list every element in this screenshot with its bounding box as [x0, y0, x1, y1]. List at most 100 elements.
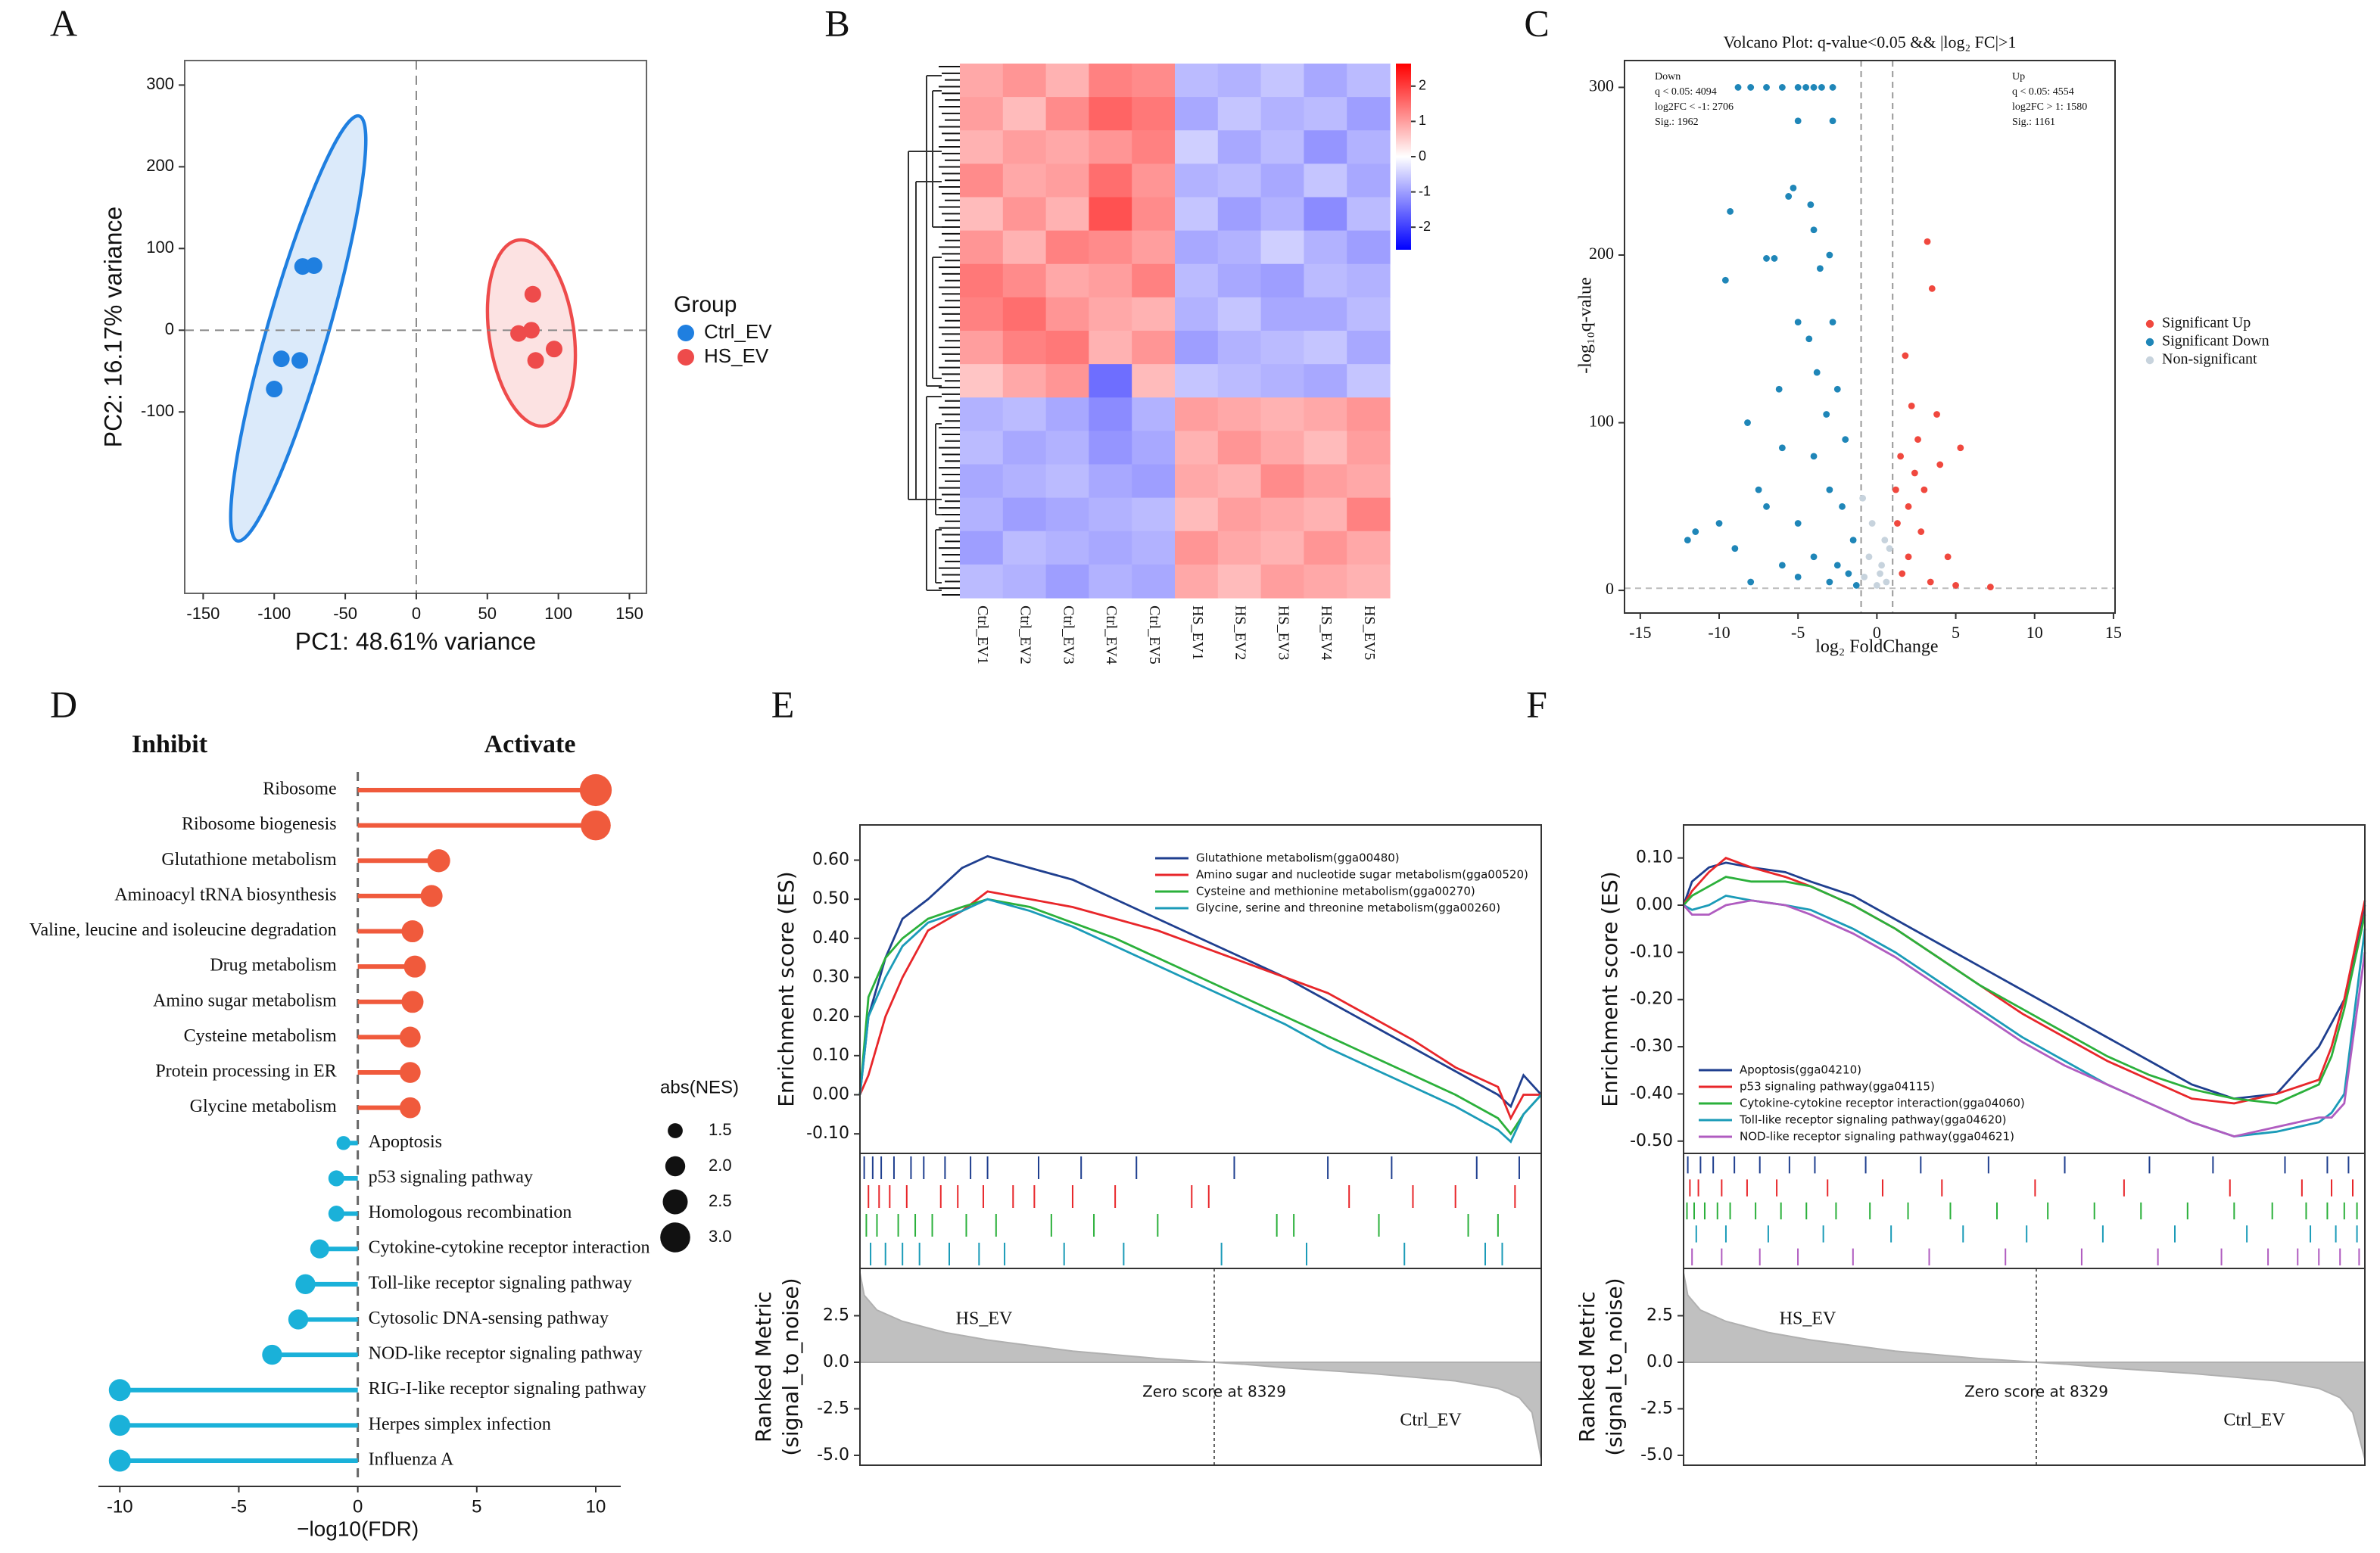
heatmap-cell — [1175, 97, 1219, 131]
heatmap-cell — [960, 263, 1004, 298]
point — [1810, 553, 1818, 561]
point — [1771, 255, 1778, 262]
y-tick-label: -5.0 — [1640, 1446, 1673, 1464]
point — [1805, 335, 1813, 343]
point — [1957, 444, 1964, 452]
heatmap-cell — [1045, 97, 1089, 131]
heatmap-cell — [1347, 130, 1391, 164]
point — [1794, 319, 1802, 326]
annotation: Down — [1655, 71, 1681, 82]
heatmap-cell — [1002, 331, 1047, 365]
heatmap-cell — [1304, 64, 1347, 98]
column-label: Ctrl_EV4 — [1103, 605, 1120, 664]
heatmap-cell — [960, 97, 1004, 131]
heatmap-cell — [1132, 564, 1176, 599]
heatmap-cell — [1260, 297, 1304, 331]
heatmap-cell — [1260, 163, 1304, 198]
y-tick-label: 2.5 — [823, 1306, 849, 1324]
point — [527, 352, 544, 369]
heatmap-cell — [1347, 531, 1391, 565]
heatmap-cell — [1304, 97, 1347, 131]
point — [305, 257, 322, 275]
heatmap-cell — [1045, 163, 1089, 198]
heatmap-cell — [1002, 497, 1047, 532]
heatmap-cell — [1132, 297, 1176, 331]
y-axis-label: (signal_to_noise) — [1602, 1278, 1627, 1455]
heatmap-cell — [960, 497, 1004, 532]
category-label: Ribosome — [263, 780, 336, 799]
column-label: HS_EV4 — [1318, 605, 1335, 660]
size-legend-title: abs(NES) — [660, 1077, 739, 1097]
point — [1928, 285, 1936, 292]
heatmap-cell — [1260, 364, 1304, 398]
y-tick-label: 100 — [146, 238, 174, 257]
metric-annotation: Ctrl_EV — [2223, 1411, 2285, 1430]
point — [1813, 369, 1821, 376]
heatmap-cell — [960, 464, 1004, 499]
column-label: Ctrl_EV2 — [1017, 605, 1034, 664]
column-label: HS_EV5 — [1361, 605, 1378, 660]
y-tick-label: -0.20 — [1630, 990, 1673, 1009]
heatmap-cell — [1260, 431, 1304, 465]
panel-letter: C — [1524, 2, 1549, 44]
annotation: log2FC > 1: 1580 — [2012, 101, 2087, 113]
colorbar-label: -2 — [1419, 219, 1431, 234]
point — [1731, 545, 1739, 552]
point — [1894, 520, 1901, 527]
point — [1927, 578, 1934, 586]
category-label: Cysteine metabolism — [184, 1026, 337, 1046]
heatmap-cell — [1304, 564, 1347, 599]
heatmap-cell — [1132, 431, 1176, 465]
x-tick-label: 0 — [412, 604, 421, 623]
lollipop-head — [401, 991, 424, 1013]
point — [1744, 419, 1751, 426]
heatmap-cell — [1260, 64, 1304, 98]
x-tick-label: -50 — [333, 604, 357, 623]
x-tick-label: -100 — [257, 604, 291, 623]
heatmap-cell — [960, 564, 1004, 599]
category-label: Glutathione metabolism — [161, 850, 337, 870]
legend-label: p53 signaling pathway(gga04115) — [1740, 1080, 1935, 1094]
point — [1807, 201, 1815, 208]
heatmap-cell — [1089, 497, 1132, 532]
heatmap-cell — [1175, 331, 1219, 365]
y-tick-label: 200 — [146, 156, 174, 175]
heatmap-cell — [1132, 531, 1176, 565]
point — [1905, 503, 1912, 510]
heatmap-cell — [1045, 497, 1089, 532]
y-axis-label: Ranked Metric — [1575, 1291, 1600, 1443]
es-curve — [858, 898, 1543, 1144]
point — [291, 352, 309, 369]
legend-label: HS_EV — [704, 344, 769, 367]
es-curve — [1683, 895, 2366, 1138]
es-curve — [858, 898, 1543, 1136]
point — [1747, 578, 1755, 586]
panel-letter: B — [824, 2, 849, 44]
heatmap-cell — [1347, 431, 1391, 465]
legend-label: Significant Down — [2162, 333, 2269, 350]
heatmap-cell — [1347, 364, 1391, 398]
heatmap-cell — [1089, 531, 1132, 565]
y-axis-label: Enrichment score (ES) — [1597, 871, 1622, 1106]
category-label: p53 signaling pathway — [369, 1167, 533, 1187]
heatmap-cell — [1045, 531, 1089, 565]
heatmap-cell — [1347, 497, 1391, 532]
heatmap-cell — [1132, 263, 1176, 298]
heatmap-cell — [1217, 163, 1262, 198]
heatmap-cell — [1045, 230, 1089, 265]
ranked-metric-area — [859, 1272, 1542, 1460]
point — [1794, 520, 1802, 527]
es-curve — [858, 890, 1541, 1121]
heatmap-cell — [1260, 464, 1304, 499]
x-tick-label: -10 — [1708, 623, 1730, 642]
legend-label: Apoptosis(gga04210) — [1740, 1063, 1861, 1077]
colorbar-label: -1 — [1419, 183, 1431, 198]
legend-label: Non-significant — [2162, 351, 2257, 368]
point — [1849, 537, 1857, 544]
y-axis-label: -log₁₀q-value — [1576, 277, 1596, 373]
heatmap-cell — [1347, 163, 1391, 198]
lollipop-head — [427, 849, 450, 873]
point — [1833, 562, 1841, 569]
